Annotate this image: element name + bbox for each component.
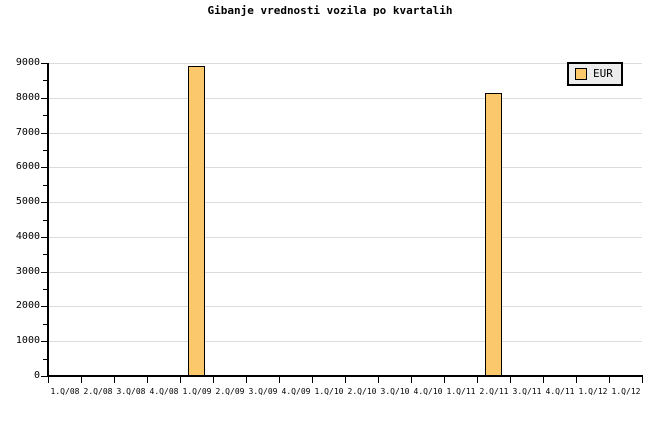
x-tick (642, 377, 643, 383)
x-tick (114, 377, 115, 383)
x-tick (378, 377, 379, 383)
x-tick (345, 377, 346, 383)
x-axis-label: 1.Q/12 (578, 387, 608, 396)
x-tick (81, 377, 82, 383)
y-tick-major (41, 376, 48, 377)
x-axis (47, 375, 643, 377)
bar (485, 93, 502, 376)
x-axis-label: 1.Q/12 (611, 387, 641, 396)
y-tick-major (41, 98, 48, 99)
y-tick-major (41, 202, 48, 203)
x-tick (147, 377, 148, 383)
x-tick (444, 377, 445, 383)
x-axis-label: 3.Q/08 (116, 387, 146, 396)
y-tick-minor (43, 324, 48, 325)
y-tick-minor (43, 359, 48, 360)
x-axis-label: 4.Q/10 (413, 387, 443, 396)
plot-background (48, 63, 642, 376)
x-axis-label: 3.Q/10 (380, 387, 410, 396)
gridline (48, 133, 642, 134)
x-tick (477, 377, 478, 383)
x-axis-label: 1.Q/10 (314, 387, 344, 396)
y-axis-label: 8000 (15, 92, 40, 103)
x-tick (411, 377, 412, 383)
y-axis-label: 7000 (15, 127, 40, 138)
x-tick (543, 377, 544, 383)
y-tick-major (41, 167, 48, 168)
gridline (48, 272, 642, 273)
y-tick-minor (43, 254, 48, 255)
x-axis-label: 4.Q/09 (281, 387, 311, 396)
gridline (48, 306, 642, 307)
y-axis-label: 1000 (15, 335, 40, 346)
y-tick-minor (43, 289, 48, 290)
gridline (48, 341, 642, 342)
y-tick-minor (43, 185, 48, 186)
x-axis-label: 1.Q/09 (182, 387, 212, 396)
gridline (48, 98, 642, 99)
y-axis-label: 6000 (15, 161, 40, 172)
x-tick (312, 377, 313, 383)
y-tick-minor (43, 115, 48, 116)
legend-swatch-eur (575, 68, 587, 80)
x-tick (510, 377, 511, 383)
y-axis-label: 0 (33, 370, 40, 381)
x-axis-label: 2.Q/09 (215, 387, 245, 396)
y-tick-major (41, 306, 48, 307)
y-tick-major (41, 237, 48, 238)
y-axis-label: 2000 (15, 300, 40, 311)
y-tick-major (41, 272, 48, 273)
y-axis-label: 4000 (15, 231, 40, 242)
x-axis-label: 4.Q/08 (149, 387, 179, 396)
x-axis-label: 1.Q/08 (50, 387, 80, 396)
y-axis-label: 3000 (15, 266, 40, 277)
legend: EUR (567, 62, 623, 86)
bar (188, 66, 205, 376)
x-axis-label: 1.Q/11 (446, 387, 476, 396)
y-tick-major (41, 133, 48, 134)
y-tick-major (41, 63, 48, 64)
x-tick (213, 377, 214, 383)
y-axis-labels: 0 1000 2000 3000 4000 5000 6000 7000 8000 9000 (0, 0, 40, 440)
x-tick (576, 377, 577, 383)
gridline (48, 202, 642, 203)
gridline (48, 167, 642, 168)
plot-area (48, 63, 642, 376)
chart-title: Gibanje vrednosti vozila po kvartalih (207, 4, 453, 17)
x-axis-label: 2.Q/11 (479, 387, 509, 396)
x-tick (48, 377, 49, 383)
y-tick-major (41, 341, 48, 342)
x-tick (246, 377, 247, 383)
y-tick-minor (43, 80, 48, 81)
legend-label-eur: EUR (593, 67, 613, 80)
y-axis-label: 5000 (15, 196, 40, 207)
x-axis-label: 4.Q/11 (545, 387, 575, 396)
y-tick-minor (43, 150, 48, 151)
x-axis-label: 2.Q/10 (347, 387, 377, 396)
x-axis-label: 2.Q/08 (83, 387, 113, 396)
x-tick (180, 377, 181, 383)
x-axis-label: 3.Q/11 (512, 387, 542, 396)
y-tick-minor (43, 220, 48, 221)
y-axis-label: 9000 (15, 57, 40, 68)
x-tick (609, 377, 610, 383)
y-axis (47, 63, 49, 377)
x-tick (279, 377, 280, 383)
gridline (48, 237, 642, 238)
x-axis-label: 3.Q/09 (248, 387, 278, 396)
gridline (48, 63, 642, 64)
